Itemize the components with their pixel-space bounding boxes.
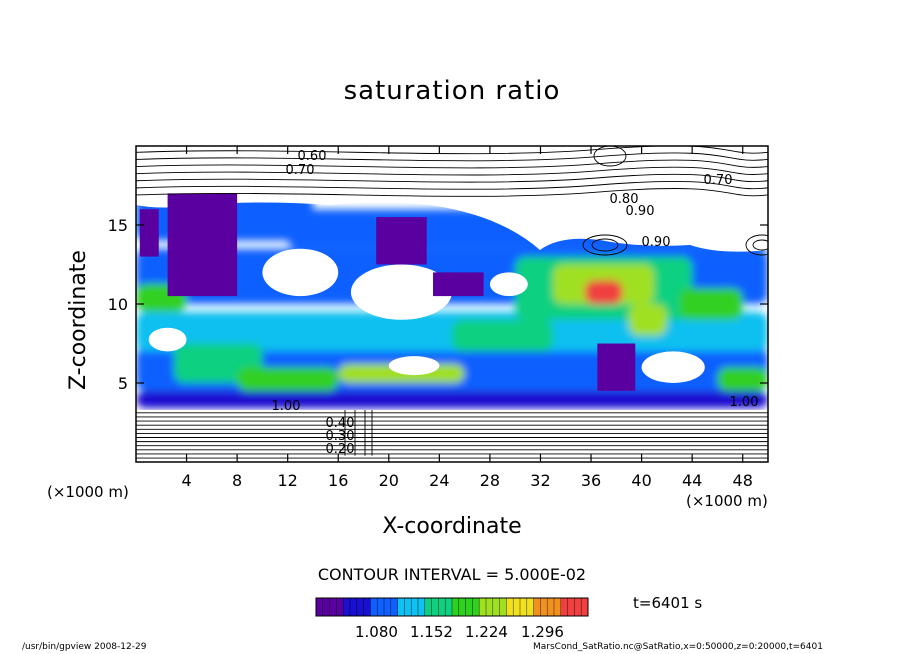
x-tick-label: 12 xyxy=(278,471,298,490)
unsaturated-region xyxy=(388,356,440,376)
colorbar-tick-label: 1.152 xyxy=(410,623,453,641)
colorbar-frame xyxy=(315,597,589,617)
contour-label: 0.70 xyxy=(704,173,733,188)
stable-layer xyxy=(136,409,768,462)
field-region xyxy=(717,367,768,391)
unsaturated-region xyxy=(641,351,705,384)
field-region xyxy=(237,367,339,391)
field-region xyxy=(452,319,554,352)
contour-line xyxy=(136,152,768,162)
x-tick-label: 4 xyxy=(181,471,191,490)
contour-loop xyxy=(591,238,619,252)
supersaturated-region xyxy=(167,193,238,297)
saturation-field xyxy=(136,146,768,462)
contour-labels: 0.600.700.800.900.901.00 1.000.200.300.40… xyxy=(272,149,759,457)
unsaturated-region xyxy=(350,264,452,320)
x-tick-label: 28 xyxy=(480,471,500,490)
contour-loop xyxy=(593,146,627,167)
x-tick-label: 20 xyxy=(379,471,399,490)
chart-title: saturation ratio xyxy=(343,76,561,106)
y-tick-label: 5 xyxy=(118,374,128,393)
unsaturated-region xyxy=(262,248,339,297)
x-unit-label-left: (×1000 m) xyxy=(47,483,129,501)
footer-source: MarsCond_SatRatio.nc@SatRatio,x=0:50000,… xyxy=(533,642,823,652)
contour-label: 0.40 xyxy=(326,416,355,431)
contour-label: 0.90 xyxy=(626,204,655,219)
unsaturated-region xyxy=(148,327,187,352)
field-region xyxy=(628,304,667,336)
y-axis-label: Z-coordinate xyxy=(66,250,91,390)
contour-label: 1.00 xyxy=(730,395,759,410)
contour-line xyxy=(136,180,768,190)
colorbar-swatch xyxy=(424,598,453,616)
contour-label: 0.60 xyxy=(298,149,327,164)
contour-line xyxy=(136,173,768,183)
colorbar-swatch xyxy=(452,598,480,616)
x-tick-label: 48 xyxy=(733,471,753,490)
x-tick-label: 16 xyxy=(328,471,348,490)
x-tick-label: 32 xyxy=(530,471,550,490)
colorbar-swatch xyxy=(370,598,399,616)
colorbar-swatch xyxy=(343,598,371,616)
field-region xyxy=(679,288,743,320)
y-axis: 5 10 15 xyxy=(108,216,768,393)
contour-label: 1.00 xyxy=(272,399,301,414)
x-tick-label: 36 xyxy=(581,471,601,490)
colorbar-tick-label: 1.296 xyxy=(521,623,564,641)
contour-label: 0.20 xyxy=(326,442,355,457)
unsaturated-region xyxy=(489,272,528,297)
contour-loop xyxy=(745,234,768,256)
x-tick-label: 24 xyxy=(429,471,449,490)
contour-lines xyxy=(136,146,768,459)
x-unit-label-right: (×1000 m) xyxy=(686,492,768,510)
colorbar-tick-label: 1.080 xyxy=(355,623,398,641)
colorbar xyxy=(315,597,589,617)
supersaturated-region xyxy=(597,343,636,391)
x-tick-label: 44 xyxy=(682,471,702,490)
contour-line xyxy=(136,166,768,176)
contour-line xyxy=(136,146,768,155)
contour-label: 0.70 xyxy=(286,163,315,178)
contour-loop xyxy=(582,234,628,256)
colorbar-swatch xyxy=(533,598,562,616)
time-label: t=6401 s xyxy=(633,594,703,612)
colorbar-tick-label: 1.224 xyxy=(465,623,508,641)
y-tick-label: 15 xyxy=(108,216,128,235)
colorbar-swatch xyxy=(506,598,535,616)
supersaturated-region xyxy=(376,217,427,265)
contour-label: 0.80 xyxy=(610,192,639,207)
colorbar-swatch xyxy=(560,598,589,616)
y-tick-label: 10 xyxy=(108,295,128,314)
x-tick-label: 8 xyxy=(232,471,242,490)
footer-command: /usr/bin/gpview 2008-12-29 xyxy=(22,642,147,652)
colorbar-swatch xyxy=(316,598,344,616)
contour-label: 0.90 xyxy=(642,235,671,250)
supersaturated-region xyxy=(433,272,484,297)
field-region xyxy=(136,390,768,409)
x-tick-label: 40 xyxy=(631,471,651,490)
colorbar-swatch xyxy=(479,598,507,616)
contour-loop xyxy=(752,239,768,251)
contour-line xyxy=(136,159,768,169)
contour-label: 0.30 xyxy=(326,429,355,444)
field-region xyxy=(584,280,623,304)
contour-interval-label: CONTOUR INTERVAL = 5.000E-02 xyxy=(317,565,587,584)
x-axis-label: X-coordinate xyxy=(382,514,522,539)
contour-line xyxy=(136,188,768,197)
x-axis: 4 8 12 16 20 24 28 32 36 40 44 48 xyxy=(181,146,753,490)
colorbar-swatch xyxy=(397,598,426,616)
supersaturated-region xyxy=(139,209,159,257)
